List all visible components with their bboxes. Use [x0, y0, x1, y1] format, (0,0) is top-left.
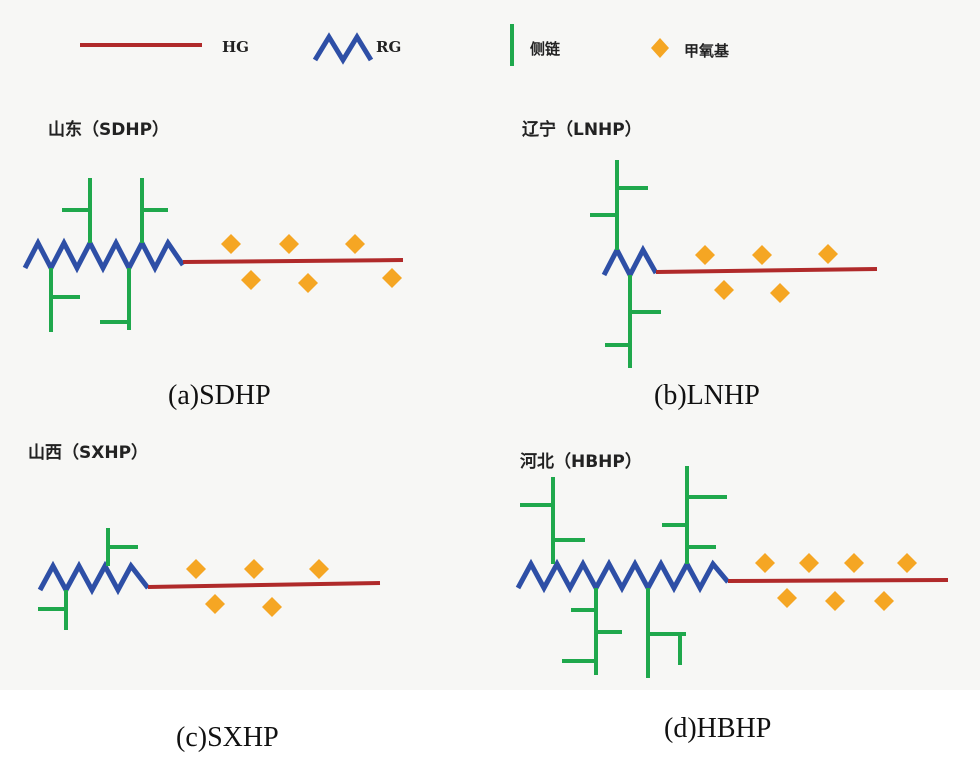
rg-chain [37, 560, 150, 596]
panel-caption: (c)SXHP [176, 722, 279, 753]
hg-chain [727, 578, 949, 583]
side-chains [38, 528, 138, 630]
panel-caption: (d)HBHP [664, 713, 771, 744]
rg-swatch [312, 32, 374, 65]
panel-d: 河北（HBHP） (d)HBHP [515, 451, 949, 744]
panel-title: 辽宁（LNHP） [522, 119, 642, 140]
panel-c: 山西（SXHP） (c)SXHP [28, 442, 381, 753]
panel-b: 辽宁（LNHP） (b)LNHP [522, 119, 878, 411]
methoxy-groups [186, 559, 329, 617]
methoxy-groups [755, 553, 917, 611]
legend-label: RG [376, 38, 401, 56]
hg-chain [655, 267, 878, 274]
methoxy-groups [695, 244, 838, 303]
legend: HG RG 侧链 甲氧基 [80, 24, 730, 66]
hg-chain [147, 581, 381, 589]
hg-chain [182, 258, 404, 264]
panel-title: 山西（SXHP） [28, 442, 148, 463]
panel-caption: (a)SDHP [168, 380, 271, 411]
legend-label: 侧链 [530, 40, 561, 58]
panel-caption: (b)LNHP [654, 380, 760, 411]
panel-title: 山东（SDHP） [48, 119, 169, 140]
rg-chain [515, 558, 730, 594]
background [0, 0, 980, 690]
side-chains [590, 160, 661, 368]
legend-label: 甲氧基 [684, 42, 730, 60]
legend-label: HG [222, 38, 249, 56]
methoxy-swatch [651, 38, 669, 58]
methoxy-groups [221, 234, 402, 293]
panel-title: 河北（HBHP） [520, 451, 642, 472]
panel-a: 山东（SDHP） (a)SDHP [22, 119, 404, 411]
side-chains [49, 178, 168, 332]
side-chains [520, 466, 727, 678]
